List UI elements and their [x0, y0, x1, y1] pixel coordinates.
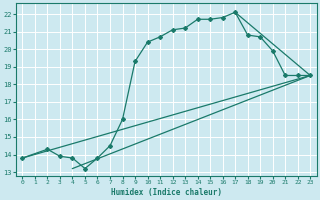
X-axis label: Humidex (Indice chaleur): Humidex (Indice chaleur): [111, 188, 222, 197]
